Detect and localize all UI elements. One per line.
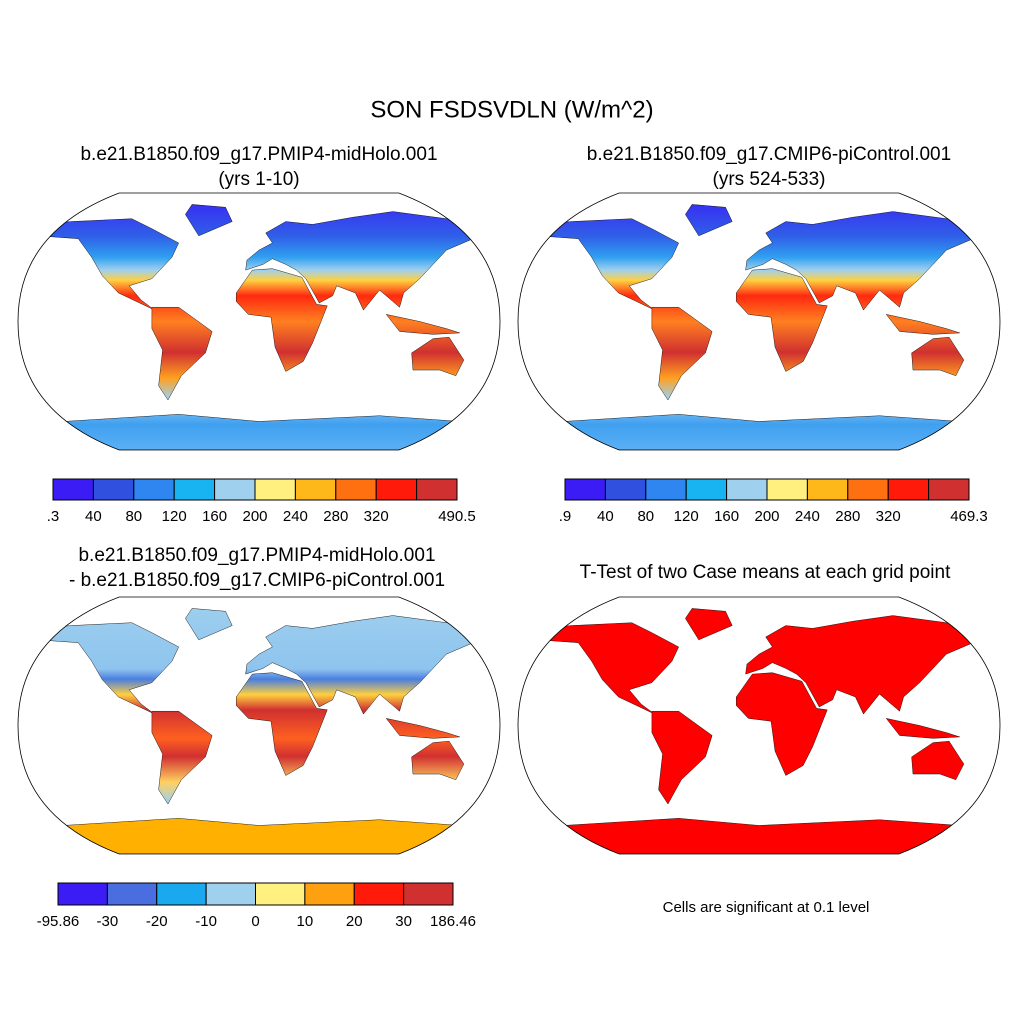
colorbar-box [173, 478, 216, 501]
colorbar-box [335, 478, 377, 501]
panel-title: b.e21.B1850.f09_g17.CMIP6-piControl.001 [587, 144, 951, 165]
colorbar-box [806, 478, 849, 501]
maps: b.e21.B1850.f09_g17.PMIP4-midHolo.001 (yr… [17, 144, 1001, 930]
colorbar-box [928, 478, 970, 501]
colorbar-label: 40 [85, 508, 102, 525]
colorbar-label: -95.86 [37, 913, 80, 930]
colorbar-label: 30 [395, 913, 412, 930]
panel: b.e21.B1850.f09_g17.PMIP4-midHolo.001 (yr… [17, 144, 501, 525]
colorbar-box [604, 478, 647, 501]
colorbar-label: 280 [323, 508, 348, 525]
map-outline [17, 596, 501, 855]
colorbar-box [57, 882, 108, 906]
colorbar-box [645, 478, 687, 501]
colorbar-label: 240 [283, 508, 308, 525]
colorbar-label: 280 [835, 508, 860, 525]
colorbar-label: -20 [146, 913, 168, 930]
map-outline [17, 192, 501, 451]
colorbar-box [403, 882, 454, 906]
colorbar-box [564, 478, 606, 501]
colorbar-label: 160 [202, 508, 227, 525]
note: Cells are significant at 0.1 level [663, 899, 870, 916]
colorbar-box [847, 478, 889, 501]
colorbar-box [375, 478, 418, 501]
panel: T-Test of two Case means at each grid po… [517, 562, 1001, 855]
colorbar-label: 40 [597, 508, 614, 525]
land [518, 607, 1000, 854]
map-outline [517, 192, 1001, 451]
colorbar-label: -10 [195, 913, 217, 930]
colorbar-box [726, 478, 768, 501]
panel-title: - b.e21.B1850.f09_g17.CMIP6-piControl.00… [69, 570, 445, 591]
map [18, 203, 500, 450]
map [518, 203, 1000, 450]
map [518, 607, 1000, 854]
colorbar-box [205, 882, 256, 906]
colorbar-box [304, 882, 355, 906]
colorbar-box [887, 478, 930, 501]
colorbar-box [52, 478, 94, 501]
colorbar-label: 20 [346, 913, 363, 930]
land [18, 203, 500, 450]
panel-title: (yrs 1-10) [218, 169, 299, 190]
panel: b.e21.B1850.f09_g17.CMIP6-piControl.001 (… [517, 144, 1001, 525]
colorbar-box [156, 882, 207, 906]
colorbar-label: 320 [876, 508, 901, 525]
colorbar-box [214, 478, 256, 501]
colorbar-box [294, 478, 337, 501]
colorbar-label: 80 [637, 508, 654, 525]
land [18, 607, 500, 854]
colorbar-label: 120 [674, 508, 699, 525]
colorbar-box [92, 478, 135, 501]
panel-title: T-Test of two Case means at each grid po… [580, 562, 951, 583]
colorbar-label: 240 [795, 508, 820, 525]
colorbar-label: .3 [47, 508, 60, 525]
colorbar-label: 0 [251, 913, 259, 930]
colorbar-box [416, 478, 458, 501]
panel-title: b.e21.B1850.f09_g17.PMIP4-midHolo.001 [78, 545, 435, 566]
panel-title: b.e21.B1850.f09_g17.PMIP4-midHolo.001 [80, 144, 437, 165]
panel: b.e21.B1850.f09_g17.PMIP4-midHolo.001 - b… [17, 545, 501, 930]
panel-title: (yrs 524-533) [713, 169, 826, 190]
colorbar-label: 120 [162, 508, 187, 525]
colorbar-label: 80 [125, 508, 142, 525]
colorbar-label: .9 [559, 508, 572, 525]
colorbar-label: 200 [754, 508, 779, 525]
colorbar-label: 320 [364, 508, 389, 525]
map-outline [517, 596, 1001, 855]
colorbar-label: 186.46 [430, 913, 476, 930]
colorbar-box [766, 478, 808, 501]
figure-title: SON FSDSVDLN (W/m^2) [370, 96, 653, 123]
colorbar-box [254, 478, 296, 501]
colorbar-box [685, 478, 728, 501]
colorbar-label: 10 [297, 913, 314, 930]
map [18, 607, 500, 854]
colorbar-label: 200 [242, 508, 267, 525]
colorbar-box [133, 478, 175, 501]
land [518, 203, 1000, 450]
colorbar-label: -30 [97, 913, 119, 930]
colorbar-label: 490.5 [438, 508, 476, 525]
colorbar-box [353, 882, 405, 906]
colorbar-box [106, 882, 158, 906]
colorbar-label: 160 [714, 508, 739, 525]
colorbar-label: 469.3 [950, 508, 988, 525]
colorbar-box [255, 882, 306, 906]
